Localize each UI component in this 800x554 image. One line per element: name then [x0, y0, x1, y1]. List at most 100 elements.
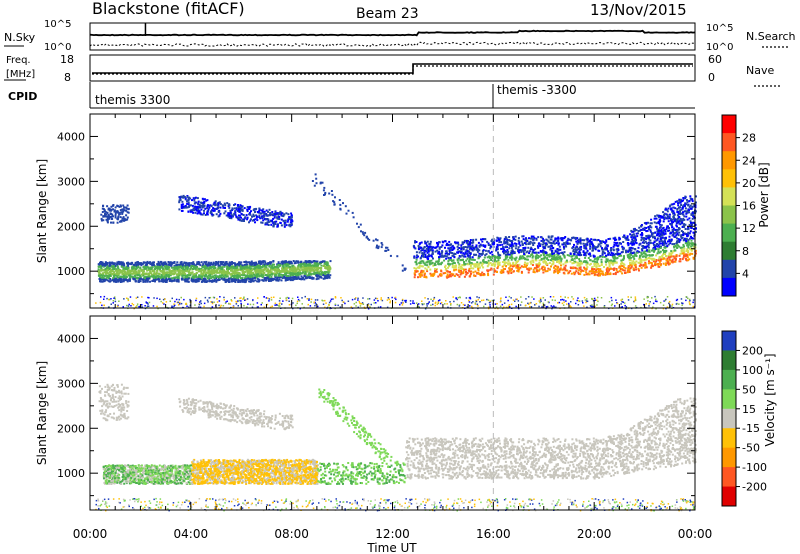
power-echo — [496, 248, 499, 251]
power-echo — [671, 221, 674, 224]
power-echo — [115, 263, 118, 266]
power-echo — [625, 251, 627, 254]
power-echo — [637, 267, 640, 270]
power-echo — [290, 216, 293, 219]
power-echo — [149, 270, 152, 273]
power-echo — [690, 235, 692, 238]
power-echo — [227, 268, 230, 271]
power-echo — [185, 206, 187, 209]
power-echo — [658, 231, 661, 233]
power-echo — [239, 219, 242, 222]
power-echo — [684, 202, 687, 205]
power-echo — [475, 253, 478, 256]
power-echo — [591, 266, 594, 269]
power-echo — [283, 266, 285, 269]
power-echo — [285, 212, 288, 215]
power-echo — [250, 268, 253, 271]
power-echo — [111, 273, 114, 276]
power-echo — [672, 221, 675, 224]
power-echo — [600, 240, 603, 243]
power-echo — [320, 264, 323, 267]
power-echo — [658, 242, 661, 245]
power-echo — [261, 210, 264, 213]
power-echo — [669, 222, 672, 225]
power-echo — [666, 259, 669, 262]
power-echo — [184, 197, 187, 200]
power-echo — [301, 265, 304, 268]
power-echo — [117, 211, 120, 214]
power-echo — [206, 212, 208, 215]
power-echo — [566, 254, 569, 257]
power-echo — [228, 261, 231, 264]
power-echo — [200, 208, 203, 211]
power-echo — [466, 250, 469, 253]
power-echo — [626, 235, 629, 238]
power-echo — [218, 271, 221, 274]
power-echo — [264, 213, 267, 215]
power-echo — [150, 268, 153, 271]
power-echo — [278, 218, 281, 220]
power-echo — [645, 230, 648, 233]
power-echo — [685, 240, 688, 243]
power-echo — [457, 257, 460, 260]
power-echo — [584, 256, 587, 259]
power-echo — [680, 212, 683, 215]
power-echo — [100, 213, 103, 216]
power-echo — [229, 266, 232, 269]
power-echo — [509, 256, 512, 259]
power-echo — [685, 257, 687, 260]
power-echo — [519, 255, 522, 258]
power-echo — [272, 222, 275, 224]
power-echo — [444, 272, 447, 274]
power-echo — [184, 204, 187, 207]
power-echo — [657, 228, 660, 231]
power-echo — [212, 265, 215, 268]
power-echo — [625, 238, 628, 241]
power-echo — [177, 276, 180, 279]
power-echo — [233, 204, 235, 206]
power-echo — [473, 253, 475, 256]
power-echo — [280, 273, 283, 276]
power-echo — [653, 221, 656, 224]
power-echo — [679, 200, 682, 203]
power-echo — [430, 254, 433, 257]
power-echo — [626, 242, 629, 245]
power-echo — [592, 246, 595, 249]
power-echo — [665, 217, 668, 220]
power-echo — [256, 273, 259, 276]
power-echo — [242, 278, 245, 281]
power-echo — [605, 239, 608, 242]
power-echo — [576, 237, 579, 240]
power-echo — [283, 275, 286, 278]
power-echo — [146, 269, 149, 272]
power-echo — [477, 257, 480, 260]
power-echo — [553, 269, 556, 272]
noise-sky-trace — [89, 29, 696, 37]
power-echo — [302, 276, 305, 279]
power-echo — [106, 219, 109, 222]
power-echo — [487, 269, 490, 272]
power-echo — [203, 212, 205, 215]
power-echo — [532, 268, 535, 271]
power-echo — [129, 272, 132, 275]
power-echo — [649, 242, 652, 245]
power-echo — [210, 261, 213, 264]
power-echo — [200, 269, 203, 272]
power-echo — [246, 273, 249, 276]
power-echo — [180, 266, 183, 269]
power-echo — [160, 280, 163, 283]
power-echo — [638, 250, 641, 253]
power-echo — [173, 276, 176, 279]
power-echo — [681, 234, 684, 236]
power-echo — [281, 277, 284, 279]
power-echo — [102, 204, 105, 207]
power-echo — [162, 273, 165, 276]
power-echo — [568, 254, 571, 257]
power-echo — [465, 252, 468, 255]
power-echo — [673, 243, 676, 245]
power-echo — [344, 205, 347, 208]
power-echo — [244, 276, 247, 279]
power-echo — [234, 279, 237, 282]
power-echo — [253, 215, 255, 218]
power-echo — [118, 263, 121, 266]
